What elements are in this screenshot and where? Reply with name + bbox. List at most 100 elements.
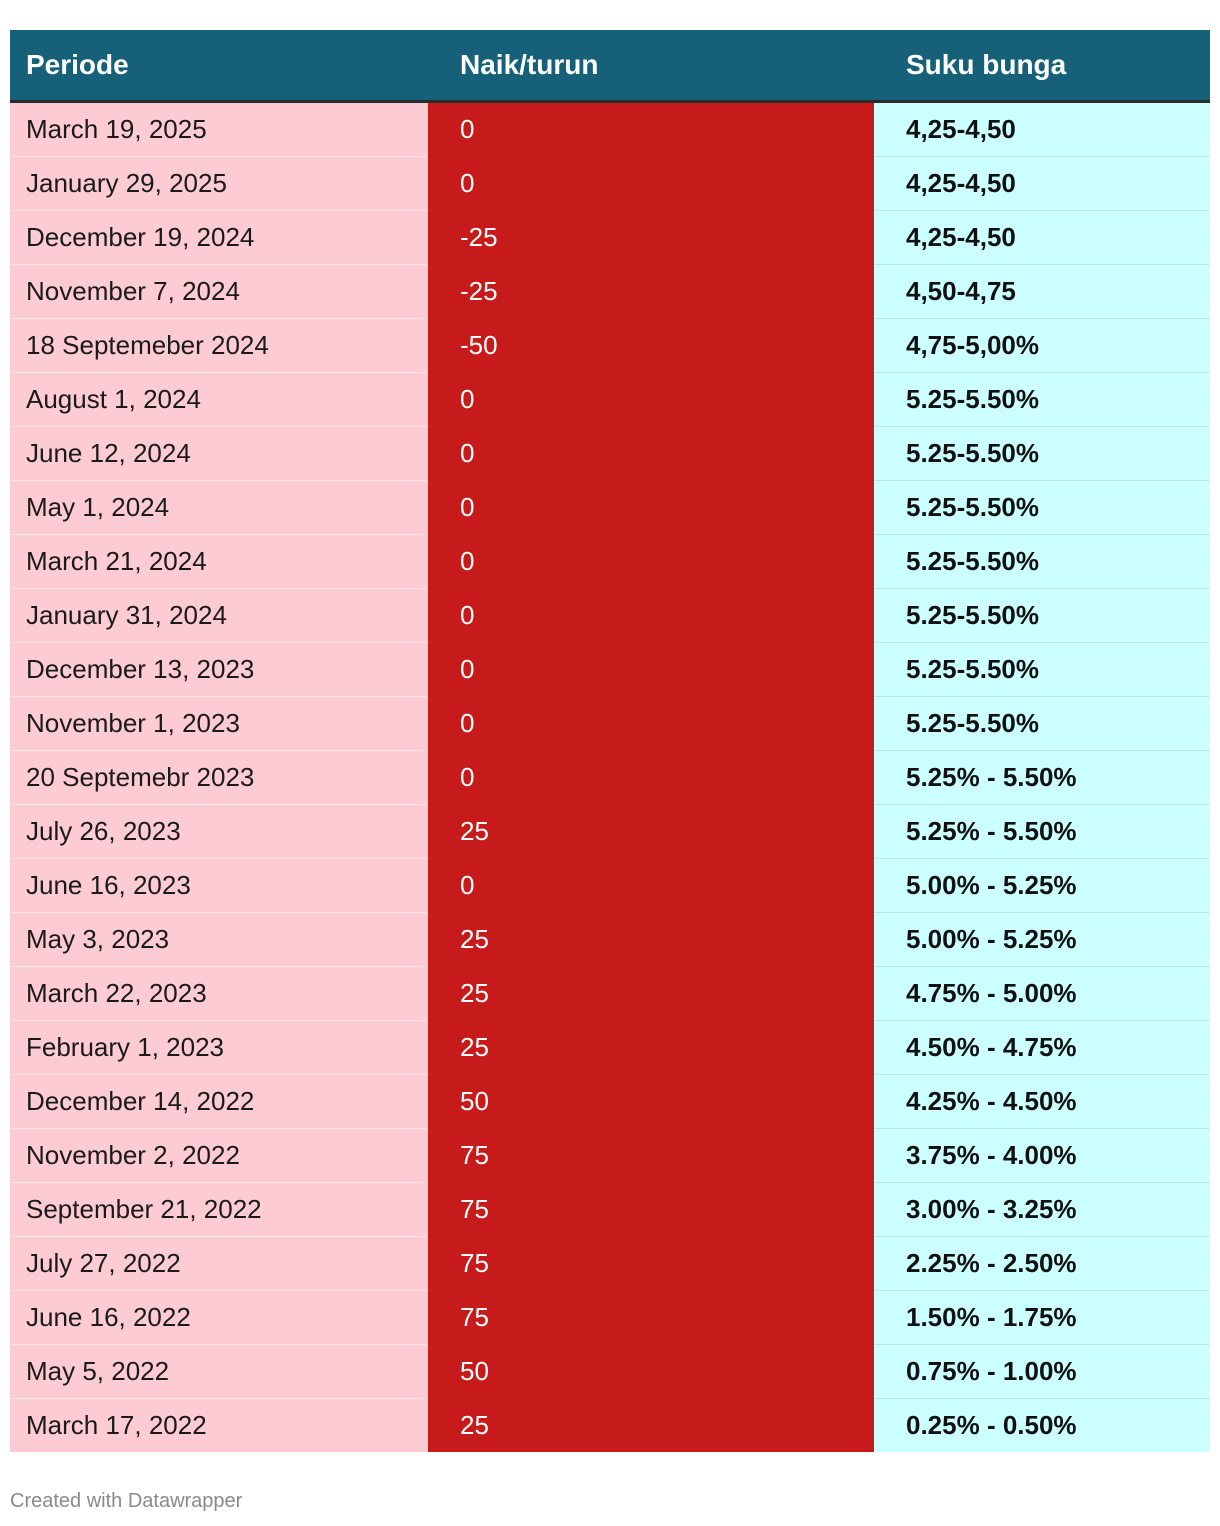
table-row: February 1, 2023 25 4.50% - 4.75% bbox=[10, 1020, 1210, 1075]
cell-periode: September 21, 2022 bbox=[10, 1182, 428, 1237]
cell-suku-bunga: 5.25-5.50% bbox=[874, 642, 1210, 697]
table-row: March 19, 2025 0 4,25-4,50 bbox=[10, 101, 1210, 157]
cell-suku-bunga: 3.00% - 3.25% bbox=[874, 1182, 1210, 1237]
table-row: July 27, 2022 75 2.25% - 2.50% bbox=[10, 1236, 1210, 1291]
cell-suku-bunga: 4.50% - 4.75% bbox=[874, 1020, 1210, 1075]
cell-periode: May 3, 2023 bbox=[10, 912, 428, 967]
cell-suku-bunga: 5.25-5.50% bbox=[874, 480, 1210, 535]
cell-suku-bunga: 4,25-4,50 bbox=[874, 156, 1210, 211]
cell-periode: February 1, 2023 bbox=[10, 1020, 428, 1075]
table-row: March 17, 2022 25 0.25% - 0.50% bbox=[10, 1398, 1210, 1452]
header-row: Periode Naik/turun Suku bunga bbox=[10, 30, 1210, 103]
cell-naik-turun: 25 bbox=[428, 912, 874, 967]
rate-table: Periode Naik/turun Suku bunga March 19, … bbox=[10, 30, 1210, 1452]
cell-suku-bunga: 5.00% - 5.25% bbox=[874, 912, 1210, 967]
table-row: December 13, 2023 0 5.25-5.50% bbox=[10, 642, 1210, 697]
table-row: November 7, 2024 -25 4,50-4,75 bbox=[10, 264, 1210, 319]
cell-naik-turun: -25 bbox=[428, 264, 874, 319]
cell-naik-turun: 0 bbox=[428, 156, 874, 211]
cell-naik-turun: -50 bbox=[428, 318, 874, 373]
cell-periode: March 19, 2025 bbox=[10, 101, 428, 157]
table-row: June 16, 2023 0 5.00% - 5.25% bbox=[10, 858, 1210, 913]
table-row: March 21, 2024 0 5.25-5.50% bbox=[10, 534, 1210, 589]
table-row: September 21, 2022 75 3.00% - 3.25% bbox=[10, 1182, 1210, 1237]
cell-naik-turun: 25 bbox=[428, 804, 874, 859]
cell-periode: January 29, 2025 bbox=[10, 156, 428, 211]
cell-suku-bunga: 4,25-4,50 bbox=[874, 101, 1210, 157]
table-row: November 1, 2023 0 5.25-5.50% bbox=[10, 696, 1210, 751]
header-periode[interactable]: Periode bbox=[10, 30, 428, 103]
table-row: June 12, 2024 0 5.25-5.50% bbox=[10, 426, 1210, 481]
cell-periode: December 19, 2024 bbox=[10, 210, 428, 265]
cell-suku-bunga: 4.75% - 5.00% bbox=[874, 966, 1210, 1021]
cell-naik-turun: 0 bbox=[428, 642, 874, 697]
table-row: March 22, 2023 25 4.75% - 5.00% bbox=[10, 966, 1210, 1021]
cell-naik-turun: 0 bbox=[428, 534, 874, 589]
header-naik-turun[interactable]: Naik/turun bbox=[428, 30, 874, 103]
cell-naik-turun: 75 bbox=[428, 1290, 874, 1345]
rate-table-container: Periode Naik/turun Suku bunga March 19, … bbox=[10, 30, 1210, 1452]
cell-suku-bunga: 5.25-5.50% bbox=[874, 534, 1210, 589]
cell-naik-turun: 75 bbox=[428, 1236, 874, 1291]
table-row: 20 Septemebr 2023 0 5.25% - 5.50% bbox=[10, 750, 1210, 805]
cell-suku-bunga: 5.25% - 5.50% bbox=[874, 750, 1210, 805]
cell-periode: November 2, 2022 bbox=[10, 1128, 428, 1183]
table-row: May 5, 2022 50 0.75% - 1.00% bbox=[10, 1344, 1210, 1399]
cell-naik-turun: 75 bbox=[428, 1128, 874, 1183]
cell-suku-bunga: 5.25% - 5.50% bbox=[874, 804, 1210, 859]
table-header: Periode Naik/turun Suku bunga bbox=[10, 30, 1210, 103]
cell-periode: March 22, 2023 bbox=[10, 966, 428, 1021]
cell-periode: June 16, 2023 bbox=[10, 858, 428, 913]
cell-periode: July 26, 2023 bbox=[10, 804, 428, 859]
table-row: July 26, 2023 25 5.25% - 5.50% bbox=[10, 804, 1210, 859]
cell-naik-turun: 25 bbox=[428, 1398, 874, 1452]
cell-suku-bunga: 5.25-5.50% bbox=[874, 696, 1210, 751]
cell-periode: June 16, 2022 bbox=[10, 1290, 428, 1345]
table-row: 18 Septemeber 2024 -50 4,75-5,00% bbox=[10, 318, 1210, 373]
table-body: March 19, 2025 0 4,25-4,50 January 29, 2025… bbox=[10, 101, 1210, 1452]
cell-periode: March 21, 2024 bbox=[10, 534, 428, 589]
cell-suku-bunga: 5.25-5.50% bbox=[874, 372, 1210, 427]
cell-naik-turun: 0 bbox=[428, 750, 874, 805]
cell-periode: August 1, 2024 bbox=[10, 372, 428, 427]
table-row: May 3, 2023 25 5.00% - 5.25% bbox=[10, 912, 1210, 967]
cell-periode: July 27, 2022 bbox=[10, 1236, 428, 1291]
cell-naik-turun: 0 bbox=[428, 426, 874, 481]
cell-suku-bunga: 4,25-4,50 bbox=[874, 210, 1210, 265]
cell-naik-turun: 0 bbox=[428, 588, 874, 643]
datawrapper-credit: Created with Datawrapper bbox=[10, 1490, 243, 1512]
cell-naik-turun: 75 bbox=[428, 1182, 874, 1237]
cell-periode: May 5, 2022 bbox=[10, 1344, 428, 1399]
cell-naik-turun: 25 bbox=[428, 1020, 874, 1075]
cell-suku-bunga: 4,75-5,00% bbox=[874, 318, 1210, 373]
cell-periode: January 31, 2024 bbox=[10, 588, 428, 643]
cell-naik-turun: 0 bbox=[428, 372, 874, 427]
table-row: May 1, 2024 0 5.25-5.50% bbox=[10, 480, 1210, 535]
cell-suku-bunga: 5.25-5.50% bbox=[874, 426, 1210, 481]
cell-suku-bunga: 5.25-5.50% bbox=[874, 588, 1210, 643]
table-row: December 14, 2022 50 4.25% - 4.50% bbox=[10, 1074, 1210, 1129]
cell-periode: March 17, 2022 bbox=[10, 1398, 428, 1452]
cell-periode: December 13, 2023 bbox=[10, 642, 428, 697]
cell-naik-turun: 0 bbox=[428, 480, 874, 535]
cell-suku-bunga: 0.75% - 1.00% bbox=[874, 1344, 1210, 1399]
table-row: January 31, 2024 0 5.25-5.50% bbox=[10, 588, 1210, 643]
cell-periode: May 1, 2024 bbox=[10, 480, 428, 535]
cell-periode: November 7, 2024 bbox=[10, 264, 428, 319]
cell-naik-turun: -25 bbox=[428, 210, 874, 265]
cell-suku-bunga: 0.25% - 0.50% bbox=[874, 1398, 1210, 1452]
table-row: December 19, 2024 -25 4,25-4,50 bbox=[10, 210, 1210, 265]
table-row: August 1, 2024 0 5.25-5.50% bbox=[10, 372, 1210, 427]
cell-naik-turun: 0 bbox=[428, 696, 874, 751]
cell-naik-turun: 0 bbox=[428, 101, 874, 157]
cell-suku-bunga: 5.00% - 5.25% bbox=[874, 858, 1210, 913]
cell-suku-bunga: 4,50-4,75 bbox=[874, 264, 1210, 319]
header-suku-bunga[interactable]: Suku bunga bbox=[874, 30, 1210, 103]
cell-suku-bunga: 2.25% - 2.50% bbox=[874, 1236, 1210, 1291]
cell-periode: 18 Septemeber 2024 bbox=[10, 318, 428, 373]
cell-naik-turun: 50 bbox=[428, 1074, 874, 1129]
table-row: November 2, 2022 75 3.75% - 4.00% bbox=[10, 1128, 1210, 1183]
cell-suku-bunga: 4.25% - 4.50% bbox=[874, 1074, 1210, 1129]
cell-naik-turun: 0 bbox=[428, 858, 874, 913]
cell-naik-turun: 50 bbox=[428, 1344, 874, 1399]
